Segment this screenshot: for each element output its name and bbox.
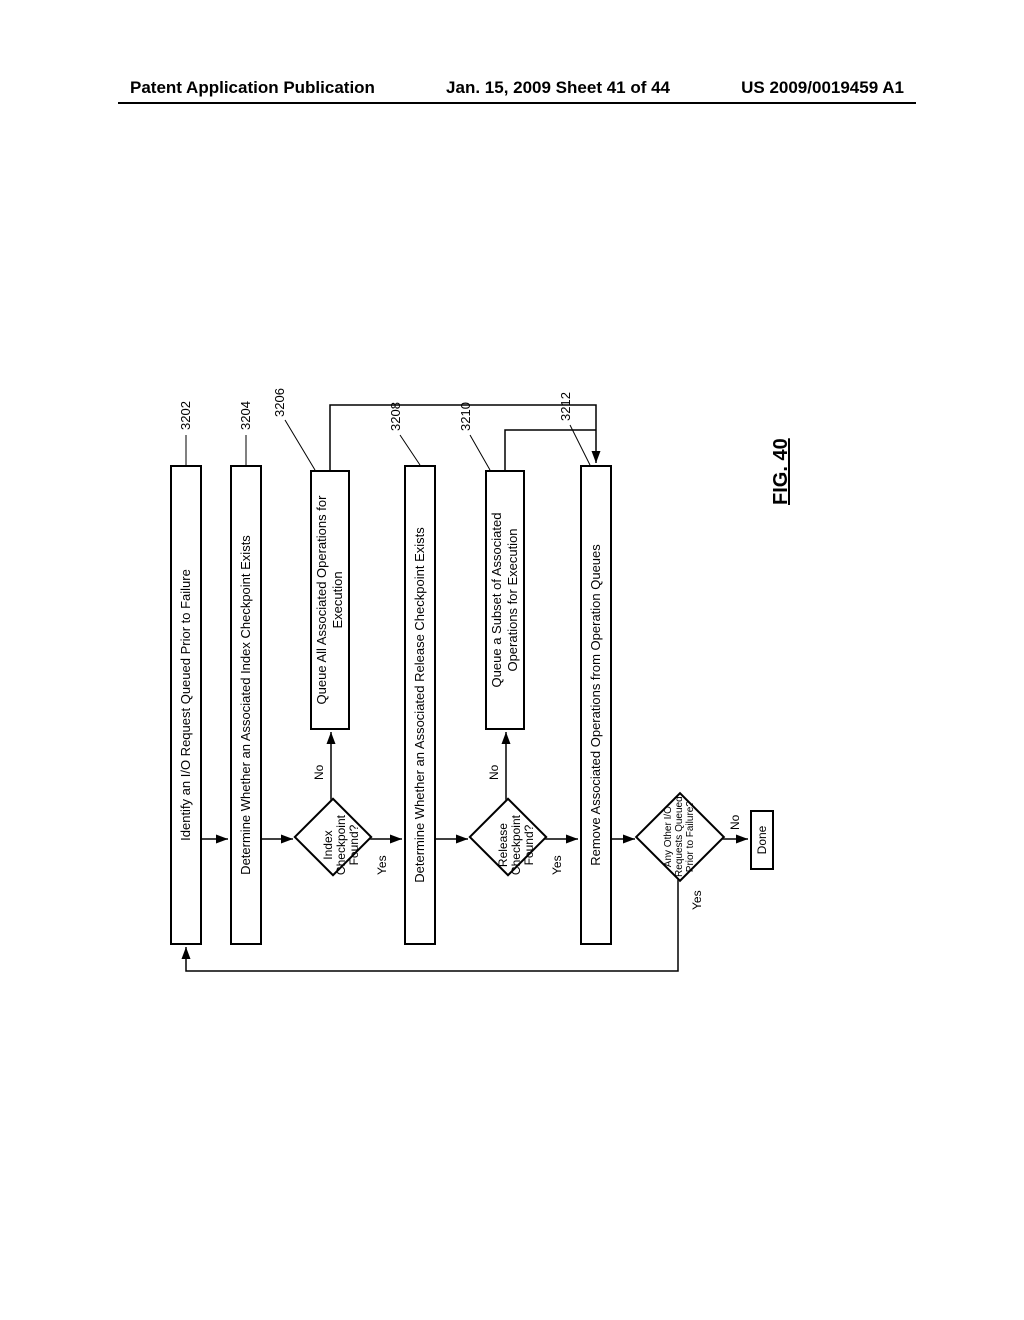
node-done: Done	[750, 810, 774, 870]
edge-d3-no: No	[728, 815, 742, 830]
header-rule	[118, 102, 916, 104]
decision-index-label: Index Checkpoint Found?	[322, 809, 362, 882]
node-3210: Queue a Subset of Associated Operations …	[485, 470, 525, 730]
node-3212-label: Remove Associated Operations from Operat…	[588, 544, 604, 866]
ref-3204: 3204	[238, 401, 253, 430]
node-3206: Queue All Associated Operations for Exec…	[310, 470, 350, 730]
figure-label: FIG. 40	[770, 438, 793, 505]
edge-d2-yes: Yes	[550, 855, 564, 875]
ref-3208: 3208	[388, 402, 403, 431]
node-3206-label: Queue All Associated Operations for Exec…	[314, 480, 345, 720]
edge-d2-no: No	[487, 765, 501, 780]
ref-3212: 3212	[558, 392, 573, 421]
edge-d1-no: No	[312, 765, 326, 780]
header-right: US 2009/0019459 A1	[741, 78, 904, 98]
node-3204: Determine Whether an Associated Index Ch…	[230, 465, 262, 945]
decision-release-label: Release Checkpoint Found?	[497, 809, 537, 882]
node-3202: Identify an I/O Request Queued Prior to …	[170, 465, 202, 945]
node-3202-label: Identify an I/O Request Queued Prior to …	[178, 569, 194, 841]
decision-any-other-label: Any Other I/O Requests Queued Prior to F…	[663, 795, 696, 879]
ref-3210: 3210	[458, 402, 473, 431]
flowchart: Identify an I/O Request Queued Prior to …	[150, 355, 730, 965]
edge-d1-yes: Yes	[375, 855, 389, 875]
node-3204-label: Determine Whether an Associated Index Ch…	[238, 535, 254, 875]
header-mid: Jan. 15, 2009 Sheet 41 of 44	[446, 78, 670, 98]
ref-3206: 3206	[272, 388, 287, 417]
edge-d3-yes: Yes	[690, 890, 704, 910]
node-done-label: Done	[755, 826, 769, 855]
ref-3202: 3202	[178, 401, 193, 430]
page-header: Patent Application Publication Jan. 15, …	[0, 78, 1024, 98]
node-3210-label: Queue a Subset of Associated Operations …	[489, 480, 520, 720]
header-left: Patent Application Publication	[130, 78, 375, 98]
node-3208-label: Determine Whether an Associated Release …	[412, 527, 428, 883]
node-3212: Remove Associated Operations from Operat…	[580, 465, 612, 945]
node-3208: Determine Whether an Associated Release …	[404, 465, 436, 945]
